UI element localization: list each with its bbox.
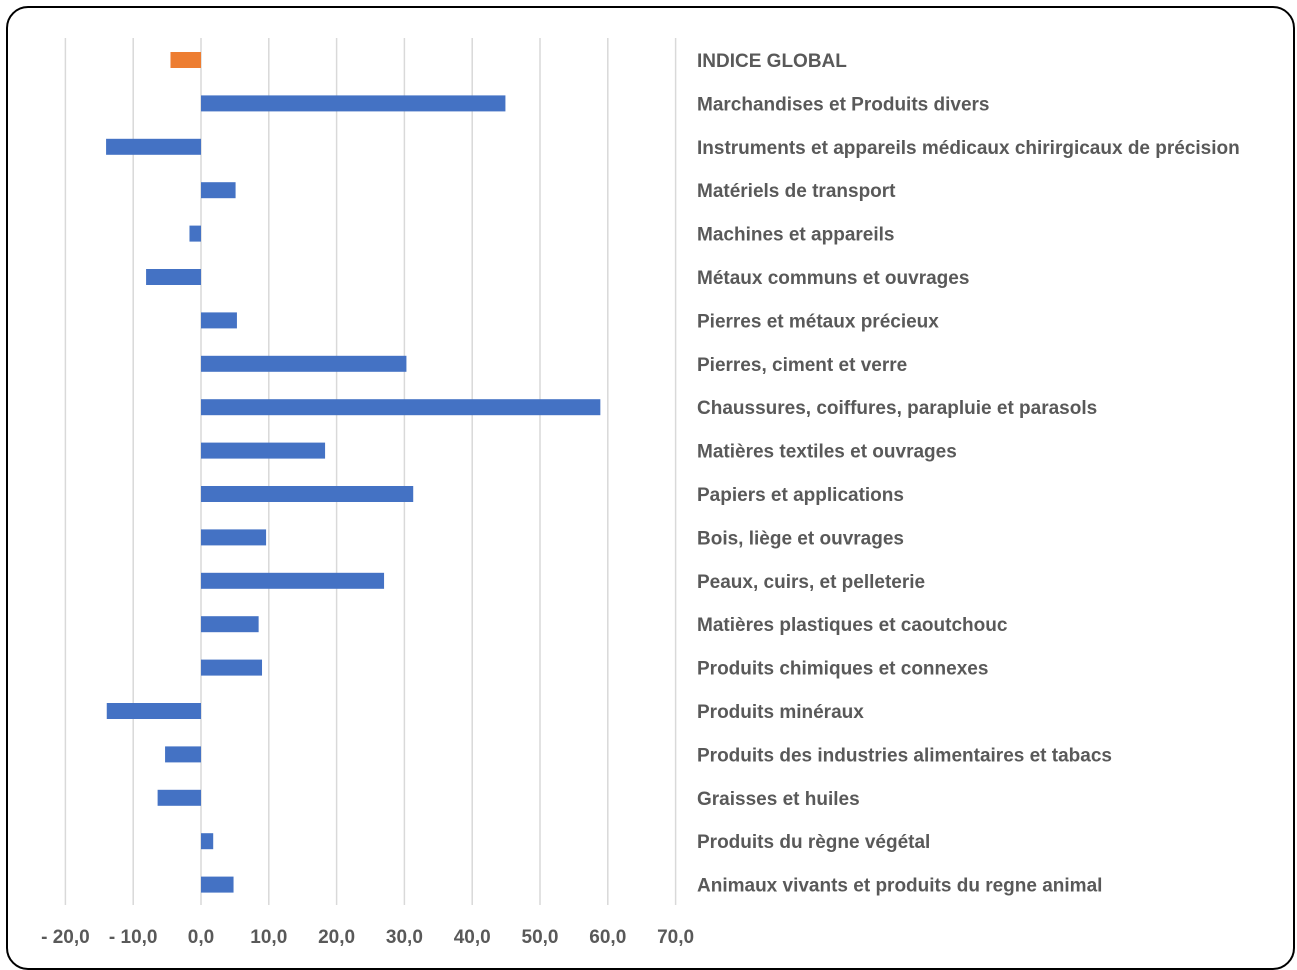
bar	[106, 138, 201, 155]
bars	[106, 52, 601, 893]
category-label: Chaussures, coiffures, parapluie et para…	[697, 398, 1097, 419]
x-tick-label: 40,0	[454, 927, 491, 948]
bar	[201, 659, 263, 676]
category-label: Peaux, cuirs, et pelleterie	[697, 572, 925, 593]
bar	[201, 182, 236, 199]
bar	[201, 312, 237, 329]
bar	[201, 95, 506, 112]
category-label: Pierres et métaux précieux	[697, 311, 939, 332]
category-label: Papiers et applications	[697, 485, 904, 506]
category-label: Marchandises et Produits divers	[697, 94, 990, 115]
bar	[201, 833, 214, 850]
category-label: Produits minéraux	[697, 702, 864, 723]
x-tick-label: 70,0	[657, 927, 694, 948]
category-label: Produits du règne végétal	[697, 832, 930, 853]
category-label: INDICE GLOBAL	[697, 51, 847, 72]
x-tick-label: 20,0	[318, 927, 355, 948]
category-label: Machines et appareils	[697, 225, 894, 246]
bar	[106, 703, 201, 719]
bar	[157, 789, 201, 806]
bar	[146, 269, 201, 285]
bar	[189, 225, 201, 242]
bar	[201, 399, 601, 416]
x-tick-label: 30,0	[386, 927, 423, 948]
category-label: Métaux communs et ouvrages	[697, 268, 969, 289]
category-label: Pierres, ciment et verre	[697, 355, 907, 376]
category-label: Produits des industries alimentaires et …	[697, 745, 1112, 766]
x-tick-label: 60,0	[589, 927, 626, 948]
category-label: Animaux vivants et produits du regne ani…	[697, 876, 1102, 897]
bar	[201, 442, 326, 459]
category-label: Produits chimiques et connexes	[697, 659, 988, 680]
x-tick-label: - 20,0	[41, 927, 90, 948]
x-axis-ticks: - 20,0 - 10,0 0,0 10,0 20,0 30,0 40,0 50,0 60,0 7…	[41, 927, 694, 948]
bar	[165, 746, 201, 763]
x-tick-label: 0,0	[188, 927, 214, 948]
bar	[201, 355, 407, 372]
category-label: Instruments et appareils médicaux chirir…	[697, 138, 1240, 159]
bar	[201, 616, 259, 633]
bar	[201, 876, 234, 893]
bar	[201, 529, 267, 546]
category-label: Bois, liège et ouvrages	[697, 528, 904, 549]
category-label: Graisses et huiles	[697, 789, 860, 810]
bar	[170, 52, 201, 68]
category-label: Matériels de transport	[697, 181, 896, 202]
x-tick-label: 50,0	[522, 927, 559, 948]
bar	[201, 486, 414, 502]
x-tick-label: - 10,0	[109, 927, 158, 948]
bar	[201, 572, 385, 589]
category-label: Matières textiles et ouvrages	[697, 442, 957, 463]
category-label: Matières plastiques et caoutchouc	[697, 615, 1008, 636]
gridlines	[64, 38, 677, 905]
category-labels: INDICE GLOBAL Marchandises et Produits di…	[697, 51, 1240, 897]
x-tick-label: 10,0	[250, 927, 287, 948]
